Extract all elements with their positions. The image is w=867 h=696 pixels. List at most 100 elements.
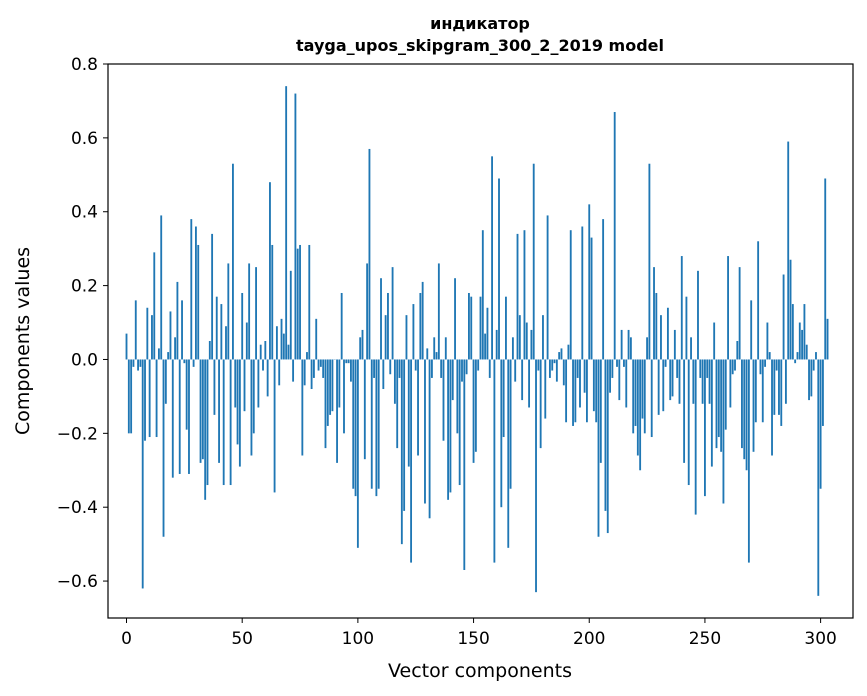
bar-component-266 [741, 359, 743, 449]
bar-component-199 [586, 359, 588, 423]
bar-component-254 [713, 322, 716, 360]
bar-component-32 [199, 359, 202, 463]
bar-component-66 [278, 359, 281, 386]
bar-component-245 [692, 359, 695, 404]
bar-component-303 [826, 318, 829, 360]
bar-component-187 [558, 352, 561, 360]
bar-component-299 [817, 359, 820, 596]
bar-component-21 [174, 337, 177, 360]
y-tick-label-0: −0.6 [57, 572, 98, 592]
bar-component-13 [155, 359, 158, 438]
bar-component-257 [720, 359, 723, 452]
bar-component-179 [539, 359, 542, 449]
bar-component-57 [257, 359, 260, 408]
bar-component-284 [782, 274, 785, 360]
bar-component-35 [206, 359, 209, 486]
bar-component-22 [176, 281, 179, 360]
bar-component-89 [331, 359, 334, 412]
bar-component-103 [363, 359, 366, 460]
bar-component-238 [676, 359, 679, 378]
bar-component-223 [641, 359, 644, 419]
bar-component-124 [412, 304, 415, 360]
bar-component-256 [717, 359, 720, 438]
bar-component-99 [354, 359, 357, 497]
bar-component-98 [352, 359, 355, 489]
bar-component-108 [375, 359, 378, 497]
bar-component-155 [484, 333, 487, 360]
bar-component-272 [754, 359, 757, 423]
bar-component-48 [236, 359, 239, 445]
bar-component-206 [602, 219, 605, 360]
bar-component-255 [715, 359, 718, 449]
bar-component-197 [581, 226, 584, 360]
bar-component-153 [479, 296, 482, 360]
bar-component-58 [259, 344, 262, 360]
bar-component-50 [241, 292, 244, 360]
bar-component-17 [164, 359, 167, 404]
bar-component-126 [417, 359, 419, 456]
bar-component-261 [729, 359, 732, 408]
bar-component-150 [472, 359, 475, 463]
bar-component-250 [704, 359, 706, 497]
bar-component-109 [377, 359, 380, 489]
bar-component-294 [805, 344, 808, 360]
bar-component-283 [780, 359, 783, 426]
bar-component-231 [660, 315, 662, 360]
bar-component-220 [634, 359, 637, 426]
bar-component-97 [350, 359, 352, 382]
y-tick-label-1: −0.4 [57, 498, 98, 518]
bar-component-0 [125, 333, 128, 360]
bar-component-144 [458, 359, 461, 486]
bar-component-52 [245, 322, 248, 360]
bar-component-277 [766, 322, 769, 360]
bar-component-87 [326, 359, 329, 426]
bar-component-162 [500, 359, 503, 508]
bar-component-194 [574, 359, 577, 423]
bar-component-74 [296, 248, 299, 360]
bar-component-128 [421, 281, 424, 360]
bar-component-218 [629, 337, 632, 360]
bar-component-259 [724, 359, 727, 430]
bar-component-156 [486, 307, 489, 360]
bar-component-240 [680, 256, 683, 360]
chart-subtitle: tayga_upos_skipgram_300_2_2019 model [296, 36, 664, 55]
bar-component-247 [697, 270, 699, 360]
bar-component-37 [211, 233, 214, 360]
bar-component-237 [673, 329, 676, 360]
bar-component-226 [648, 163, 651, 360]
bar-component-265 [738, 267, 741, 360]
bar-component-286 [787, 141, 790, 360]
bar-component-302 [824, 178, 827, 360]
bar-component-9 [146, 307, 149, 360]
bar-component-45 [229, 359, 232, 486]
bar-component-252 [708, 359, 711, 404]
bar-component-11 [151, 315, 153, 360]
bar-component-177 [535, 359, 537, 593]
bar-component-241 [683, 359, 686, 463]
bar-component-145 [461, 359, 463, 382]
bar-component-280 [773, 359, 776, 415]
bar-component-18 [167, 352, 170, 360]
bar-component-167 [511, 337, 514, 360]
bar-component-16 [162, 359, 165, 537]
bar-component-236 [671, 359, 674, 397]
bar-component-46 [232, 163, 234, 360]
bar-component-70 [287, 344, 290, 360]
bar-component-184 [551, 359, 554, 371]
bar-component-134 [435, 352, 438, 360]
bar-component-230 [657, 359, 660, 415]
bar-component-251 [706, 359, 709, 378]
bar-component-36 [208, 341, 211, 360]
bar-component-38 [213, 359, 216, 415]
bar-component-47 [234, 359, 237, 408]
bar-component-15 [160, 215, 163, 360]
bar-component-65 [275, 326, 278, 360]
bar-component-291 [798, 322, 801, 360]
bar-component-274 [759, 359, 762, 375]
bar-component-62 [269, 182, 271, 360]
bar-component-225 [646, 337, 649, 360]
bar-component-298 [815, 352, 817, 360]
bar-component-163 [502, 359, 505, 438]
bar-component-296 [810, 359, 813, 397]
bar-component-268 [745, 359, 748, 471]
